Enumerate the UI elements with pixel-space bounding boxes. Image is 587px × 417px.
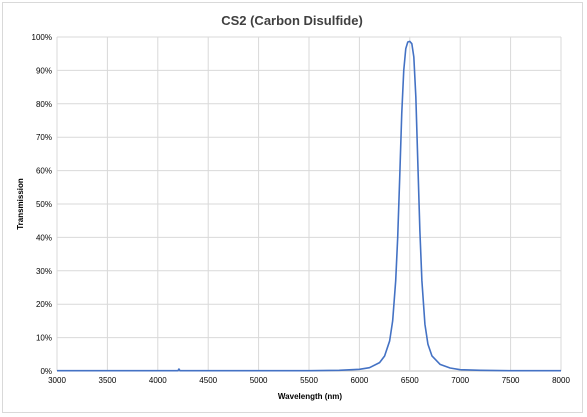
y-axis-label: Transmission [16, 178, 25, 230]
y-tick-label: 40% [36, 233, 52, 242]
x-tick-label: 3000 [48, 376, 66, 385]
x-tick-label: 6500 [401, 376, 419, 385]
grid-lines [56, 36, 562, 372]
y-tick-label: 90% [36, 66, 52, 75]
y-tick-label: 10% [36, 334, 52, 343]
x-tick-label: 4000 [149, 376, 167, 385]
x-tick-label: 5500 [300, 376, 318, 385]
x-axis-label: Wavelength (nm) [278, 392, 342, 401]
y-tick-label: 50% [36, 200, 52, 209]
y-tick-label: 70% [36, 133, 52, 142]
y-tick-label: 20% [36, 300, 52, 309]
y-tick-label: 0% [40, 367, 52, 376]
y-tick-label: 100% [32, 33, 52, 42]
y-tick-label: 60% [36, 167, 52, 176]
x-tick-label: 6000 [351, 376, 369, 385]
series-layer [57, 40, 561, 372]
series-line [57, 40, 561, 372]
x-tick-label: 8000 [552, 376, 570, 385]
x-tick-label: 5000 [250, 376, 268, 385]
x-tick-label: 3500 [99, 376, 117, 385]
x-tick-label: 4500 [199, 376, 217, 385]
chart-title: CS2 (Carbon Disulfide) [221, 13, 363, 28]
y-tick-label: 80% [36, 100, 52, 109]
x-axis-ticks: 3000 3500 4000 4500 5000 5500 6000 6500 7000 7500… [48, 376, 570, 385]
y-axis-ticks: 0% 10% 20% 30% 40% 50% 60% 70% 80% 90% 100% [32, 33, 52, 376]
x-tick-label: 7500 [502, 376, 520, 385]
y-tick-label: 30% [36, 267, 52, 276]
x-tick-label: 7000 [451, 376, 469, 385]
